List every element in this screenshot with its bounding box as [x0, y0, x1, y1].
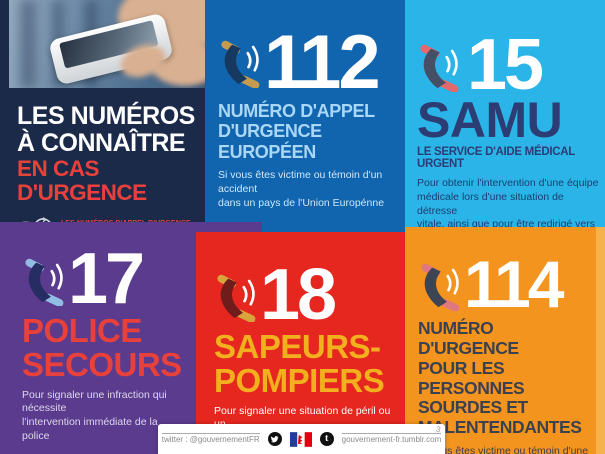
- panel-15-subtitle: LE SERVICE D'AIDE MÉDICAL URGENT: [417, 146, 575, 171]
- intro-text-block: LES NUMÉROS À CONNAÎTRE EN CAS D'URGENCE…: [0, 88, 205, 222]
- twitter-handle[interactable]: twitter : @gouvernementFR: [161, 433, 260, 445]
- panel-112-description: Si vous êtes victime ou témoin d'un acci…: [218, 169, 385, 209]
- note-line1: LES NUMÉROS D'APPEL D'URGENCE PERMETTENT: [61, 220, 191, 222]
- hand-holding-phone-photo: [0, 0, 205, 88]
- panel-114-sourds-malentendants: 114 NUMÉRO D'URGENCE POUR LES PERSONNES …: [405, 227, 605, 454]
- panel-15-samu: 15 SAMU LE SERVICE D'AIDE MÉDICAL URGENT…: [405, 0, 605, 227]
- panel-17-name: POLICE SECOURS: [22, 312, 182, 384]
- phone-icon: [421, 263, 460, 311]
- panel-114-title: NUMÉRO D'URGENCE POUR LES PERSONNES SOUR…: [418, 317, 582, 438]
- operator-24h-icon: 24: [21, 217, 51, 222]
- number-row: 112: [218, 20, 397, 105]
- panel-15-description: Pour obtenir l'intervention d'une équipe…: [417, 177, 599, 227]
- panel-intro: LES NUMÉROS À CONNAÎTRE EN CAS D'URGENCE…: [0, 0, 205, 222]
- emergency-number-112: 112: [264, 20, 381, 105]
- number-row: 17: [22, 239, 186, 319]
- poster-title-line2: À CONNAÎTRE: [17, 128, 186, 157]
- emergency-number-17: 17: [68, 239, 145, 319]
- phone-icon: [217, 274, 256, 322]
- emergency-number-18: 18: [260, 255, 337, 335]
- french-government-flag-logo: [289, 431, 312, 447]
- number-row: 15: [417, 25, 599, 105]
- panel-15-name: SAMU: [417, 92, 563, 149]
- emergency-number-15: 15: [467, 25, 544, 105]
- panel-17-description: Pour signaler une infraction qui nécessi…: [22, 388, 167, 442]
- phone-icon: [420, 44, 459, 92]
- panel-112-title: NUMÉRO D'APPEL D'URGENCE EUROPÉEN: [218, 100, 375, 162]
- footer-social-bar: twitter : @gouvernementFR t gouvernement…: [158, 424, 445, 454]
- number-row: 114: [418, 247, 591, 321]
- twitter-icon[interactable]: [267, 432, 282, 446]
- phone-icon: [25, 258, 64, 306]
- intro-note-text: LES NUMÉROS D'APPEL D'URGENCE PERMETTENT…: [61, 218, 197, 222]
- poster-title-line3: EN CAS D'URGENCE: [17, 155, 147, 206]
- panel-18-pompiers: 18 SAPEURS- POMPIERS Pour signaler une s…: [196, 232, 407, 454]
- tumblr-url[interactable]: gouvernement-fr.tumblr.com: [341, 433, 442, 445]
- panel-112-european-emergency: 112 NUMÉRO D'APPEL D'URGENCE EUROPÉEN Si…: [205, 0, 405, 238]
- phone-icon: [221, 40, 260, 88]
- tumblr-icon[interactable]: t: [319, 432, 334, 446]
- number-row: 18: [214, 255, 397, 335]
- intro-note-row: 24 LES NUMÉROS D'APPEL D'URGENCE PERMETT…: [17, 213, 197, 222]
- poster-title-line1: LES NUMÉROS: [17, 102, 195, 130]
- panel-18-name: SAPEURS- POMPIERS: [214, 328, 385, 400]
- emergency-number-114: 114: [464, 247, 564, 321]
